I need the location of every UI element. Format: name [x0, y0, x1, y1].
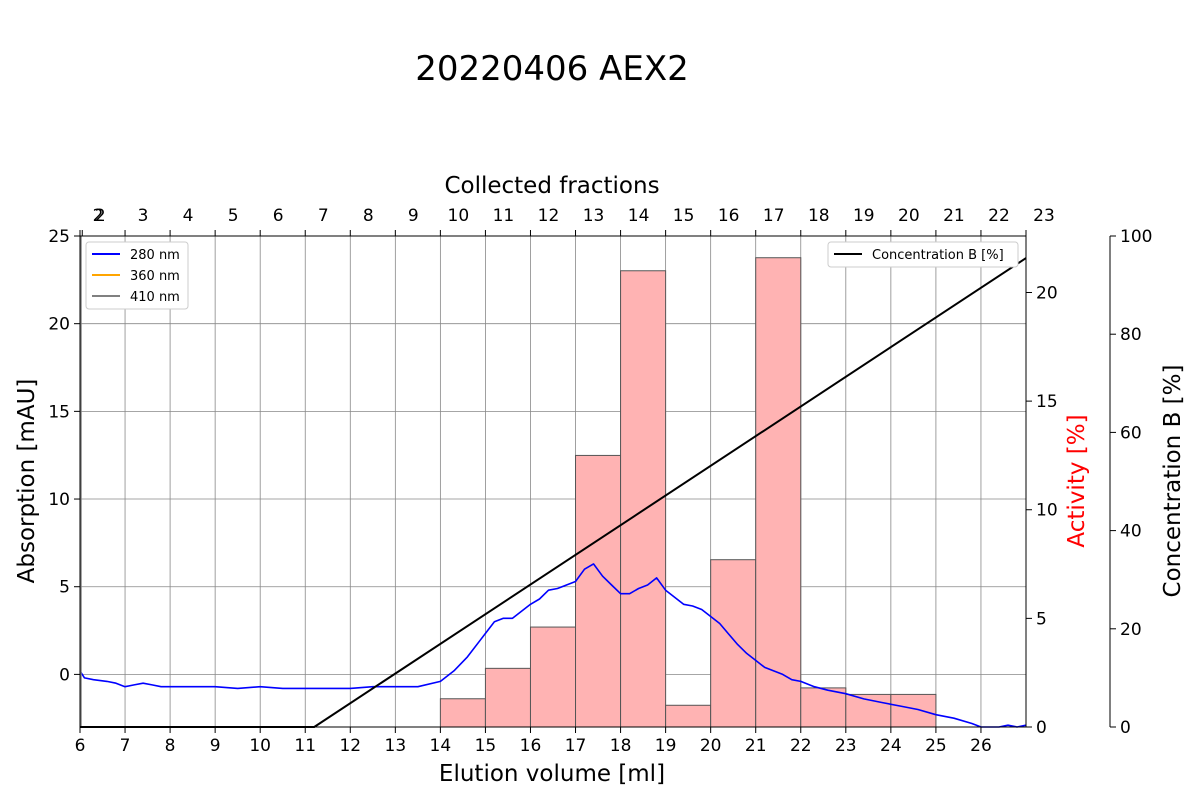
fraction-label: 10 [448, 206, 470, 226]
x-tick-label: 8 [165, 736, 176, 756]
x-tick-label: 25 [925, 736, 947, 756]
activity-bar [575, 454, 622, 728]
y-axis-label: Absorption [mAU] [14, 379, 40, 584]
x-tick-label: 10 [249, 736, 271, 756]
plot-frame [79, 235, 1027, 728]
x-tick-label: 9 [210, 736, 221, 756]
activity-bar [529, 626, 577, 728]
legend-label: 360 nm [130, 269, 180, 284]
legend-label: Concentration B [%] [872, 248, 1004, 263]
fraction-label: 21 [943, 206, 965, 226]
x-tick-label: 7 [120, 736, 131, 756]
fraction-label: 14 [628, 206, 650, 226]
fraction-label: 22 [988, 206, 1010, 226]
x-axis-label: Elution volume [ml] [439, 761, 665, 787]
x-tick-label: 21 [745, 736, 767, 756]
y2-tick-label: 20 [1036, 283, 1058, 303]
top-axis-label: Collected fractions [444, 173, 659, 199]
activity-bar [665, 704, 712, 728]
x-tick-label: 18 [610, 736, 632, 756]
activity-bars [439, 257, 937, 728]
activity-bar [484, 667, 531, 728]
x-tick-label: 26 [970, 736, 992, 756]
fraction-label: 13 [583, 206, 605, 226]
fraction-label: 17 [763, 206, 785, 226]
activity-bar [890, 693, 937, 728]
y-tick-label: 20 [48, 315, 70, 335]
y-tick-label: 0 [59, 665, 70, 685]
x-tick-label: 6 [75, 736, 86, 756]
fraction-label: 2 [95, 206, 106, 226]
x-tick-label: 15 [475, 736, 497, 756]
activity-bar [439, 698, 486, 728]
fraction-label: 12 [538, 206, 560, 226]
fraction-label: 20 [898, 206, 920, 226]
y3-tick-label: 40 [1120, 522, 1142, 542]
y3-axis-label: Concentration B [%] [1160, 365, 1186, 598]
activity-bar [620, 270, 667, 728]
legend-left-box [85, 241, 189, 310]
axis-ticks: 6 7 8 9 10 11 12 13 14 15 16 17 18 19 20 21 22 23 24 25 2622… [48, 206, 1152, 756]
legend-label: 410 nm [130, 290, 180, 305]
fraction-label: 7 [318, 206, 329, 226]
y3-tick-label: 60 [1120, 423, 1142, 443]
x-tick-label: 14 [430, 736, 452, 756]
x-tick-label: 11 [294, 736, 316, 756]
x-tick-label: 19 [655, 736, 677, 756]
fraction-label: 9 [408, 206, 419, 226]
fraction-label: 11 [493, 206, 515, 226]
legend-label: 280 nm [130, 248, 180, 263]
x-tick-label: 22 [790, 736, 812, 756]
legends: 280 nm 360 nm 410 nm Concentration B [%] [85, 241, 1019, 310]
y2-tick-label: 5 [1036, 609, 1047, 629]
chart-title: 20220406 AEX2 [415, 49, 689, 89]
y-tick-label: 10 [48, 490, 70, 510]
series-line-280-nm [79, 563, 1027, 728]
fraction-label: 18 [808, 206, 830, 226]
activity-bar [800, 687, 847, 728]
fraction-label: 16 [718, 206, 740, 226]
x-tick-label: 20 [700, 736, 722, 756]
y2-tick-label: 15 [1036, 392, 1058, 412]
activity-bar [710, 559, 757, 728]
x-tick-label: 17 [565, 736, 587, 756]
fraction-label: 4 [183, 206, 194, 226]
fraction-label: 6 [273, 206, 284, 226]
fraction-label: 15 [673, 206, 695, 226]
x-tick-label: 24 [880, 736, 902, 756]
fraction-label: 5 [228, 206, 239, 226]
x-tick-label: 16 [520, 736, 542, 756]
fraction-label: 19 [853, 206, 875, 226]
legend-right-box [827, 241, 1019, 268]
y2-tick-label: 0 [1036, 718, 1047, 738]
y2-axis-label: Activity [%] [1064, 414, 1090, 547]
fraction-label: 23 [1033, 206, 1055, 226]
x-tick-label: 23 [835, 736, 857, 756]
y3-tick-label: 0 [1120, 718, 1131, 738]
y3-tick-label: 100 [1120, 227, 1152, 247]
y-tick-label: 25 [48, 227, 70, 247]
x-tick-label: 12 [339, 736, 361, 756]
y3-tick-label: 20 [1120, 620, 1142, 640]
y2-tick-label: 10 [1036, 501, 1058, 521]
activity-bar [755, 257, 802, 728]
y3-tick-label: 80 [1120, 325, 1142, 345]
y-tick-label: 15 [48, 402, 70, 422]
fraction-label: 2 [93, 206, 104, 226]
y-tick-label: 5 [59, 578, 70, 598]
fraction-label: 3 [138, 206, 149, 226]
fraction-label: 8 [363, 206, 374, 226]
x-tick-label: 13 [385, 736, 407, 756]
